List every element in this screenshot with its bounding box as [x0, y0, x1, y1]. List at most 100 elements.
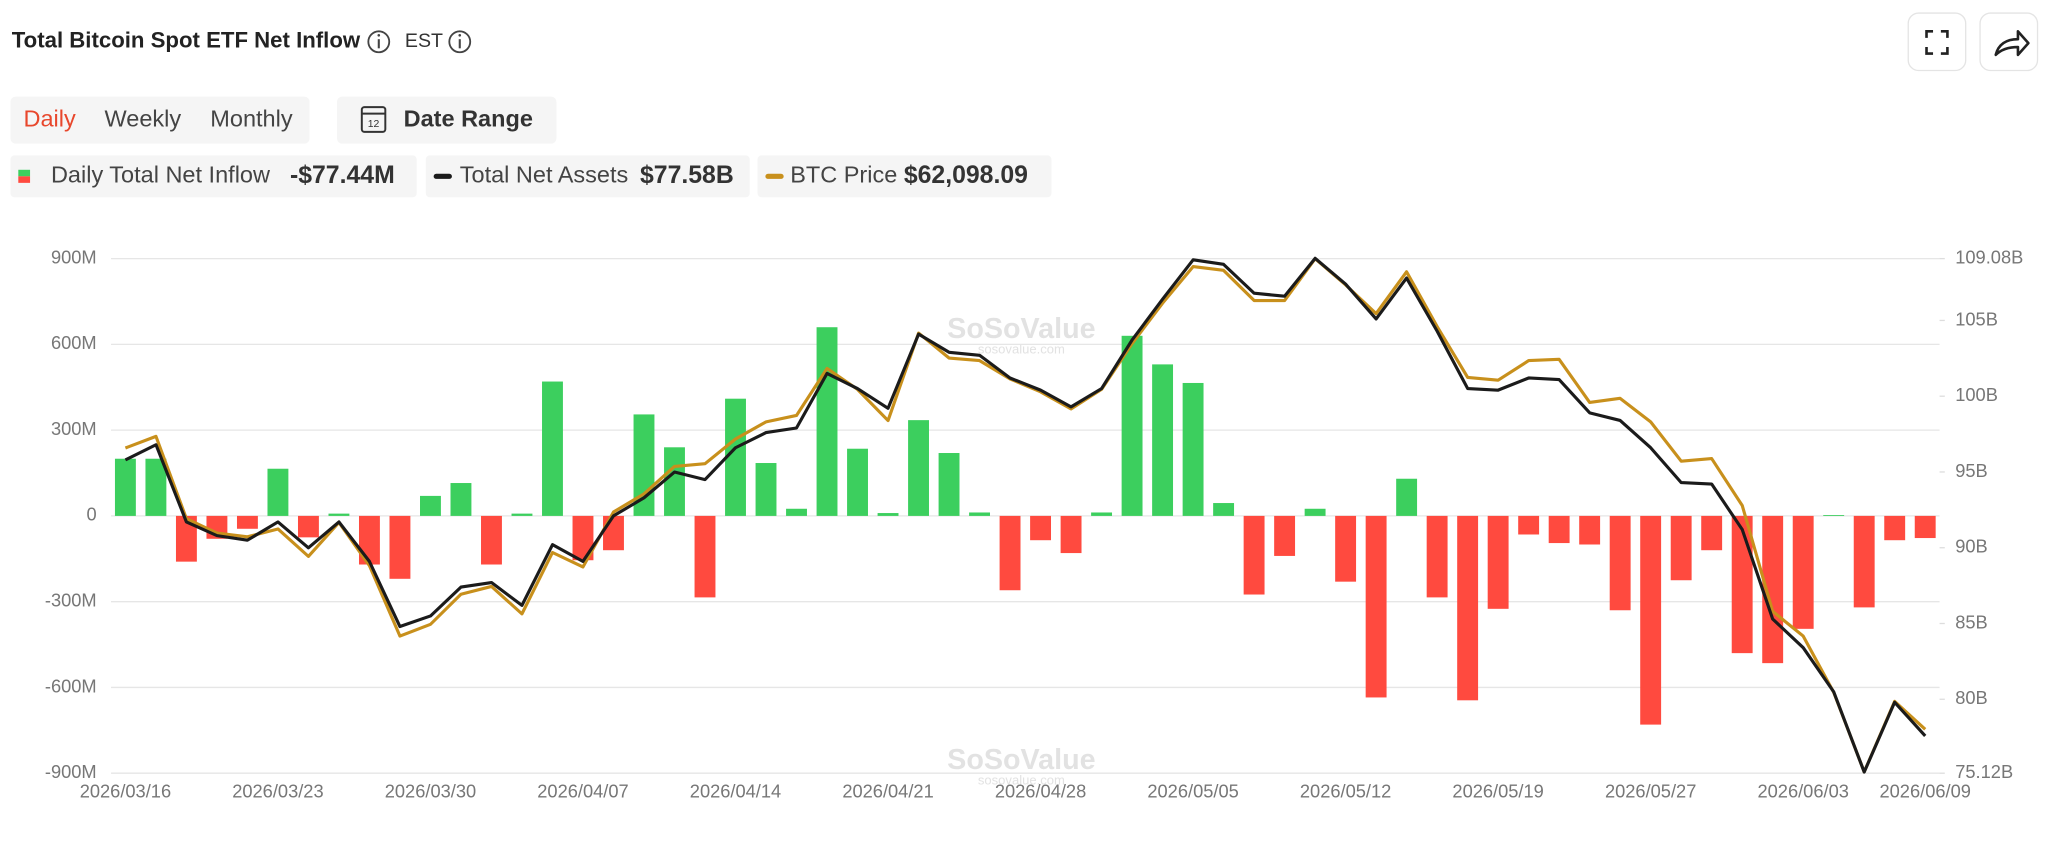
- bar: [1274, 515, 1296, 556]
- x-tick-label: 2026/05/19: [1452, 781, 1543, 802]
- bar: [908, 420, 929, 516]
- y-tick-label: 600M: [51, 332, 97, 353]
- x-tick-label: 2026/06/09: [1879, 781, 1970, 802]
- bar: [450, 483, 472, 516]
- legend-label: Daily Total Net Inflow: [51, 162, 271, 188]
- bar: [1701, 515, 1723, 551]
- bar: [1365, 515, 1387, 698]
- bar: [1548, 515, 1570, 544]
- bar: [1670, 515, 1692, 581]
- bar: [816, 327, 838, 516]
- y-tick-label: -600M: [45, 675, 97, 696]
- date-range-button[interactable]: 12: [336, 96, 557, 144]
- y2-tick-label: 109.08B: [1955, 246, 2023, 267]
- watermark: SoSoValue: [947, 744, 1095, 776]
- bar: [1243, 515, 1265, 595]
- legend-icon: [433, 173, 452, 179]
- y2-tick-label: 95B: [1955, 460, 1988, 481]
- bar: [603, 515, 624, 551]
- bar: [1152, 364, 1174, 516]
- bar: [1731, 515, 1753, 654]
- bar: [572, 515, 594, 561]
- bar: [1914, 515, 1936, 539]
- line: [124, 256, 1927, 774]
- bar: [755, 463, 777, 516]
- bar: [145, 458, 167, 516]
- bar: [664, 447, 685, 516]
- bar: [1609, 515, 1631, 611]
- tab[interactable]: Daily: [24, 105, 76, 131]
- bar: [1304, 508, 1326, 516]
- bar: [1853, 515, 1875, 608]
- x-tick-label: 2026/03/30: [385, 781, 476, 802]
- bar: [1182, 382, 1204, 516]
- bar: [1213, 503, 1235, 516]
- x-tick-label: 2026/04/28: [995, 781, 1086, 802]
- bar: [1335, 515, 1357, 582]
- share-button[interactable]: [1979, 12, 2039, 72]
- x-tick-label: 2026/05/27: [1605, 781, 1696, 802]
- bar: [938, 453, 960, 516]
- bar: [297, 515, 319, 538]
- legend-label: BTC Price: [790, 162, 897, 188]
- x-tick-label: 2026/05/12: [1300, 781, 1391, 802]
- tab[interactable]: Monthly: [210, 105, 293, 131]
- bar: [786, 508, 807, 516]
- y2-tick-label: 75.12B: [1955, 761, 2013, 782]
- plot: SoSoValuesosovalue.comSoSoValuesosovalue…: [45, 246, 2023, 801]
- bar: [1060, 515, 1082, 554]
- bar: [847, 448, 868, 516]
- x-tick-label: 2026/04/21: [842, 781, 933, 802]
- y-tick-label: 300M: [51, 418, 97, 439]
- bar: [969, 512, 990, 516]
- y-tick-label: -300M: [45, 590, 97, 611]
- y-tick-label: -900M: [45, 761, 97, 782]
- timezone: EST: [405, 30, 443, 52]
- bar: [511, 513, 533, 516]
- info-icon[interactable]: [448, 30, 472, 54]
- x-tick-label: 2026/03/23: [232, 781, 323, 802]
- bar: [1091, 512, 1113, 516]
- legend-value: $77.58B: [640, 162, 734, 189]
- x-tick-label: 2026/06/03: [1757, 781, 1848, 802]
- bar: [420, 495, 441, 516]
- y2-tick-label: 100B: [1955, 384, 1998, 405]
- bar: [267, 468, 289, 516]
- x-tick-label: 2026/03/16: [80, 781, 171, 802]
- y-tick-label: 900M: [51, 246, 97, 267]
- bar: [1121, 335, 1143, 516]
- tab[interactable]: Weekly: [105, 105, 182, 131]
- y2-tick-label: 90B: [1955, 536, 1988, 557]
- legend-value: $62,098.09: [904, 162, 1028, 189]
- svg-text:12: 12: [368, 119, 380, 130]
- fullscreen-button[interactable]: [1907, 12, 1967, 72]
- bar: [481, 515, 502, 565]
- y2-tick-label: 105B: [1955, 308, 1998, 329]
- bar: [1640, 515, 1662, 725]
- bar: [999, 515, 1021, 591]
- info-icon[interactable]: [367, 30, 391, 54]
- bar: [175, 515, 197, 562]
- date-range-label[interactable]: Date Range: [404, 105, 533, 131]
- y2-tick-label: 85B: [1955, 611, 1988, 632]
- bar: [1030, 515, 1052, 541]
- bar: [725, 398, 746, 516]
- bar: [1518, 515, 1540, 535]
- bar: [877, 513, 899, 516]
- y2-tick-label: 80B: [1955, 687, 1988, 708]
- bar: [1487, 515, 1509, 609]
- legend-icon-down: [18, 176, 31, 183]
- bar: [114, 458, 136, 516]
- bar: [236, 515, 258, 529]
- legend-value: -$77.44M: [290, 162, 395, 189]
- legend: Daily Total Net Inflow -$77.44M Total Ne…: [10, 155, 1052, 198]
- bar: [1579, 515, 1601, 545]
- bar: [542, 381, 563, 516]
- x-tick-label: 2026/04/14: [690, 781, 781, 802]
- legend-icon: [765, 173, 784, 179]
- y-tick-label: 0: [86, 504, 96, 525]
- x-tick-label: 2026/05/05: [1147, 781, 1238, 802]
- legend-label: Total Net Assets: [460, 162, 629, 188]
- bar: [1426, 515, 1448, 598]
